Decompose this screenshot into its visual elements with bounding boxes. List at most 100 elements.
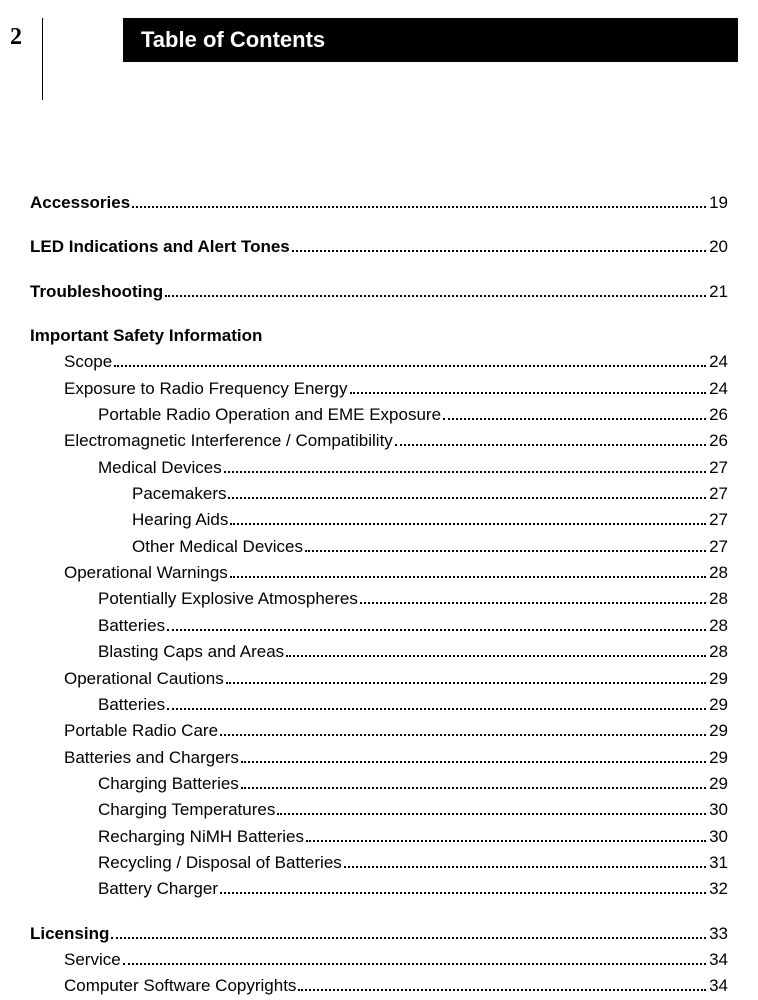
- toc-label: Portable Radio Operation and EME Exposur…: [98, 402, 441, 428]
- toc-row: Blasting Caps and Areas 28: [30, 639, 728, 665]
- toc-row: Accessories19: [30, 190, 728, 216]
- toc-label: Batteries: [98, 613, 165, 639]
- toc-label: Recharging NiMH Batteries: [98, 824, 304, 850]
- toc-page-number: 24: [709, 376, 728, 402]
- header-row: 2 Table of Contents: [0, 18, 758, 100]
- toc-page-number: 30: [709, 824, 728, 850]
- title-bar: Table of Contents: [123, 18, 738, 62]
- toc-page-number: 28: [709, 639, 728, 665]
- toc-label: Operational Cautions: [64, 666, 224, 692]
- toc-page-number: 26: [709, 402, 728, 428]
- toc-row: Potentially Explosive Atmospheres 28: [30, 586, 728, 612]
- page-number: 2: [0, 18, 38, 100]
- toc-label: Pacemakers: [132, 481, 226, 507]
- toc-leader-dots: [167, 695, 706, 710]
- toc-label: Troubleshooting: [30, 279, 163, 305]
- toc-row: Recharging NiMH Batteries 30: [30, 824, 728, 850]
- toc-page-number: 29: [709, 666, 728, 692]
- toc-page-number: 28: [709, 586, 728, 612]
- toc-label: Potentially Explosive Atmospheres: [98, 586, 358, 612]
- toc-leader-dots: [344, 853, 706, 868]
- toc-label: Recycling / Disposal of Batteries: [98, 850, 342, 876]
- toc-row: Scope 24: [30, 349, 728, 375]
- toc-row: Batteries 29: [30, 692, 728, 718]
- toc-label: LED Indications and Alert Tones: [30, 234, 290, 260]
- toc-leader-dots: [241, 747, 706, 762]
- toc-leader-dots: [360, 589, 706, 604]
- toc-leader-dots: [306, 826, 706, 841]
- toc-leader-dots: [114, 352, 706, 367]
- toc-page-number: 32: [709, 876, 728, 902]
- toc-label: Charging Batteries: [98, 771, 239, 797]
- toc-page-number: 33: [709, 921, 728, 947]
- toc-leader-dots: [226, 668, 706, 683]
- toc-leader-dots: [167, 616, 706, 631]
- toc-leader-dots: [286, 642, 706, 657]
- toc-label: Batteries: [98, 692, 165, 718]
- toc-page-number: 20: [709, 234, 728, 260]
- toc-leader-dots: [220, 879, 706, 894]
- toc-page-number: 28: [709, 613, 728, 639]
- toc-row: Pacemakers 27: [30, 481, 728, 507]
- toc-label: Charging Temperatures: [98, 797, 275, 823]
- toc-leader-dots: [395, 431, 706, 446]
- toc-leader-dots: [123, 950, 706, 965]
- toc-leader-dots: [220, 721, 706, 736]
- toc-row: Batteries 28: [30, 613, 728, 639]
- toc-page-number: 29: [709, 718, 728, 744]
- toc-label: Portable Radio Care: [64, 718, 218, 744]
- toc-leader-dots: [165, 281, 706, 296]
- toc-row: Service 34: [30, 947, 728, 973]
- toc-row: LED Indications and Alert Tones 20: [30, 234, 728, 260]
- toc-page-number: 27: [709, 507, 728, 533]
- toc-label: Other Medical Devices: [132, 534, 303, 560]
- toc-page-number: 34: [709, 973, 728, 999]
- toc-label: Service: [64, 947, 121, 973]
- toc-row: Troubleshooting 21: [30, 279, 728, 305]
- toc-label: Scope: [64, 349, 112, 375]
- toc-page-number: 27: [709, 481, 728, 507]
- toc-row: Exposure to Radio Frequency Energy 24: [30, 376, 728, 402]
- toc-page-number: 24: [709, 349, 728, 375]
- toc-leader-dots: [350, 378, 707, 393]
- toc-row: Medical Devices 27: [30, 455, 728, 481]
- toc-label: Exposure to Radio Frequency Energy: [64, 376, 348, 402]
- vertical-divider: [42, 18, 43, 100]
- toc-page-number: 29: [709, 771, 728, 797]
- toc-row: Other Medical Devices 27: [30, 534, 728, 560]
- toc-leader-dots: [241, 774, 706, 789]
- toc-page-number: 19: [709, 190, 728, 216]
- toc-row: Portable Radio Care 29: [30, 718, 728, 744]
- toc-leader-dots: [224, 457, 706, 472]
- toc-leader-dots: [305, 536, 706, 551]
- toc-page-number: 29: [709, 692, 728, 718]
- toc-row: Computer Software Copyrights 34: [30, 973, 728, 999]
- toc-row: Batteries and Chargers29: [30, 745, 728, 771]
- toc-page-number: 27: [709, 534, 728, 560]
- toc-row: Recycling / Disposal of Batteries 31: [30, 850, 728, 876]
- toc-page-number: 21: [709, 279, 728, 305]
- toc-row: Battery Charger 32: [30, 876, 728, 902]
- toc-label: Computer Software Copyrights: [64, 973, 296, 999]
- toc-label: Electromagnetic Interference / Compatibi…: [64, 428, 393, 454]
- toc-row: Licensing 33: [30, 921, 728, 947]
- toc-row: Charging Temperatures 30: [30, 797, 728, 823]
- toc-label: Battery Charger: [98, 876, 218, 902]
- toc-leader-dots: [230, 563, 706, 578]
- toc-page-number: 31: [709, 850, 728, 876]
- toc-label: Operational Warnings: [64, 560, 228, 586]
- toc-label: Blasting Caps and Areas: [98, 639, 284, 665]
- toc-page-number: 30: [709, 797, 728, 823]
- toc-leader-dots: [111, 923, 706, 938]
- toc-page-number: 34: [709, 947, 728, 973]
- toc-page-number: 27: [709, 455, 728, 481]
- toc-label: Licensing: [30, 921, 109, 947]
- toc-leader-dots: [443, 405, 706, 420]
- table-of-contents: Accessories19 LED Indications and Alert T…: [30, 190, 728, 1000]
- toc-label: Medical Devices: [98, 455, 222, 481]
- toc-row: Electromagnetic Interference / Compatibi…: [30, 428, 728, 454]
- toc-row: Portable Radio Operation and EME Exposur…: [30, 402, 728, 428]
- toc-row: Operational Cautions 29: [30, 666, 728, 692]
- toc-leader-dots: [132, 193, 706, 208]
- toc-row: Charging Batteries 29: [30, 771, 728, 797]
